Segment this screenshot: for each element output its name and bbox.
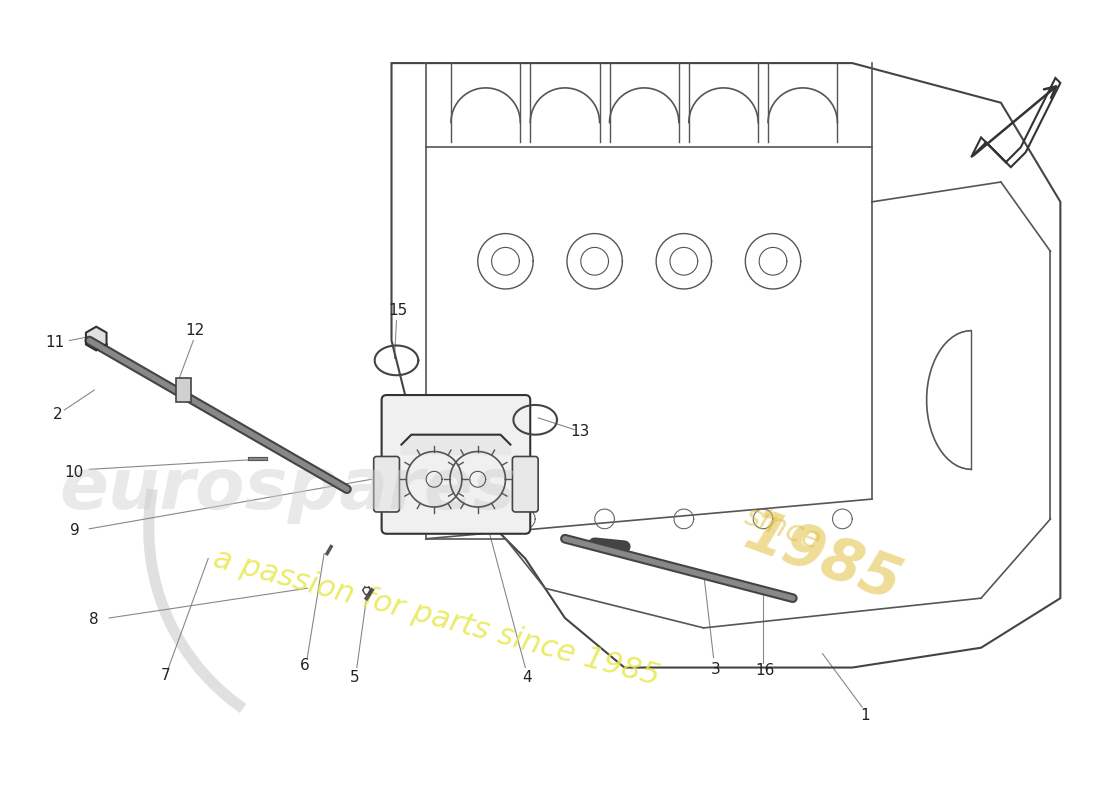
Text: 1985: 1985 (737, 504, 909, 613)
Text: 6: 6 (299, 658, 309, 673)
Text: eurospares: eurospares (59, 454, 516, 524)
Text: 5: 5 (350, 670, 360, 685)
Polygon shape (176, 378, 191, 402)
Text: 8: 8 (89, 613, 99, 627)
Polygon shape (402, 434, 510, 454)
Text: 16: 16 (756, 663, 774, 678)
Text: 2: 2 (53, 407, 63, 422)
Text: a passion for parts since 1985: a passion for parts since 1985 (210, 544, 662, 692)
Text: 10: 10 (65, 465, 84, 480)
FancyBboxPatch shape (382, 395, 530, 534)
Text: 13: 13 (570, 424, 590, 439)
Text: 12: 12 (186, 323, 205, 338)
Text: 9: 9 (69, 523, 79, 538)
Text: 1: 1 (860, 708, 870, 722)
Text: since: since (740, 502, 825, 556)
Text: 15: 15 (388, 303, 407, 318)
Text: 4: 4 (522, 670, 532, 685)
Text: 7: 7 (161, 668, 170, 683)
FancyBboxPatch shape (513, 457, 538, 512)
Text: 3: 3 (711, 662, 720, 677)
Polygon shape (86, 326, 107, 350)
Text: 11: 11 (45, 335, 64, 350)
FancyBboxPatch shape (374, 457, 399, 512)
